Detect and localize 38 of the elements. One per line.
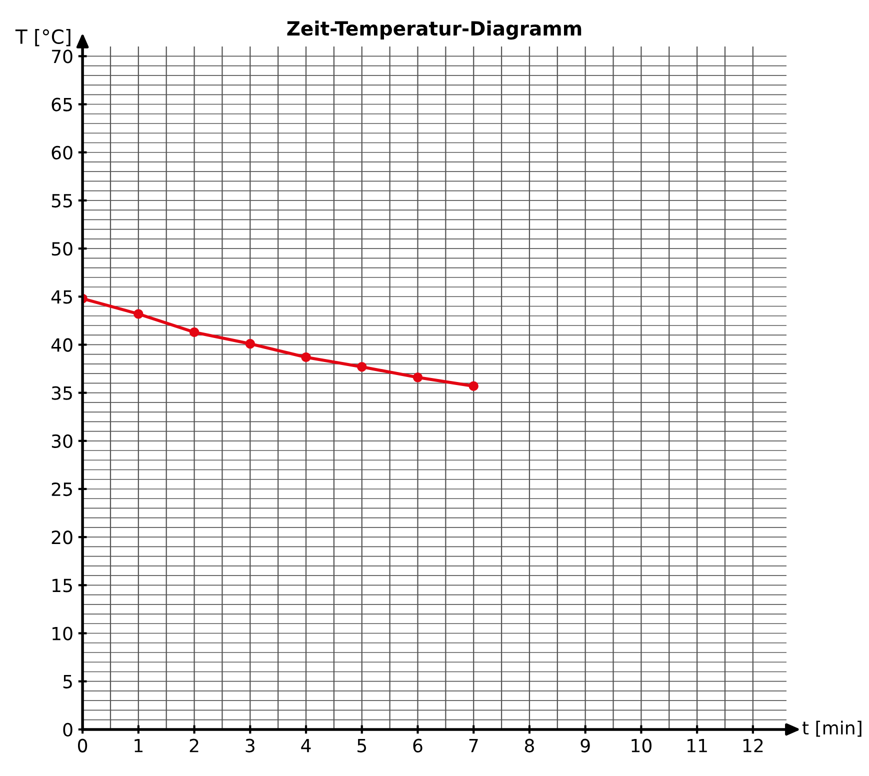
x-tick-label: 4 xyxy=(301,739,311,752)
x-tick-label: 0 xyxy=(78,738,88,752)
y-tick-label: 60 xyxy=(52,146,72,160)
y-tick-label: 45 xyxy=(51,290,72,304)
y-tick-label: 40 xyxy=(51,338,72,352)
y-tick-label: 5 xyxy=(63,675,72,688)
point xyxy=(468,381,478,391)
y-tick-label: 65 xyxy=(52,98,72,112)
x-tick-label: 5 xyxy=(358,739,366,752)
x-tick-label: 11 xyxy=(688,739,707,752)
x-tick-label: 8 xyxy=(524,738,534,752)
y-tick-label: 70 xyxy=(52,50,72,64)
point xyxy=(134,309,144,319)
point xyxy=(412,372,423,382)
y-tick-label: 55 xyxy=(52,194,72,208)
x-tick-label: 3 xyxy=(246,738,254,752)
x-tick-label: 12 xyxy=(743,738,763,752)
y-tick-label: 10 xyxy=(52,626,72,640)
y-tick-label: 20 xyxy=(52,530,72,544)
point xyxy=(301,352,311,362)
y-axis-title: T [°C] xyxy=(15,28,70,46)
y-tick-label: 0 xyxy=(63,722,72,737)
y-tick-label: 25 xyxy=(52,482,72,496)
x-tick-label: 6 xyxy=(413,738,422,752)
y-tick-label: 35 xyxy=(52,386,72,400)
point xyxy=(245,338,256,349)
x-tick-label: 9 xyxy=(580,738,590,752)
point xyxy=(357,362,367,372)
chart-title: Zeit-Temperatur-Diagramm xyxy=(287,20,582,40)
y-tick-label: 15 xyxy=(52,578,72,592)
x-axis-title: t [min] xyxy=(802,720,862,737)
x-tick-label: 7 xyxy=(469,739,478,752)
x-tick-label: 10 xyxy=(632,738,652,752)
y-tick-label: 30 xyxy=(52,434,72,448)
x-tick-label: 2 xyxy=(190,738,198,752)
point xyxy=(189,327,200,338)
x-tick-label: 1 xyxy=(134,739,142,752)
y-tick-label: 50 xyxy=(52,242,72,256)
